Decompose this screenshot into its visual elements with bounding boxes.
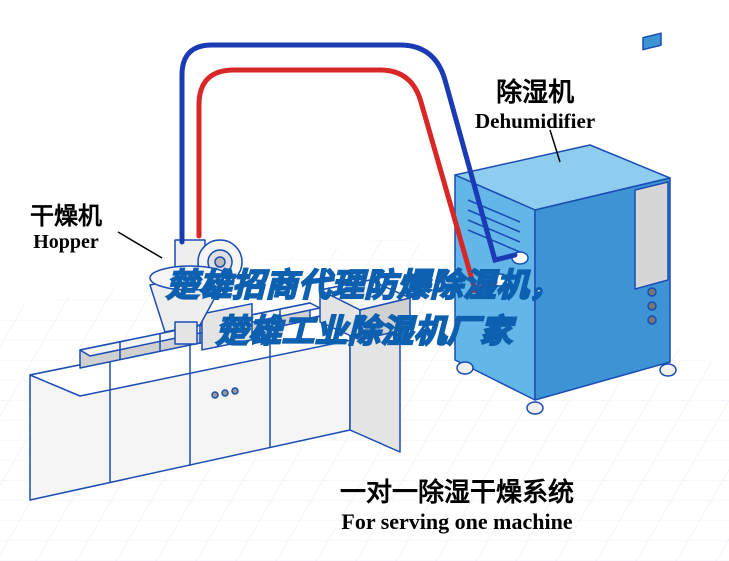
- overlay-line2: 楚雄工业除湿机厂家: [0, 306, 729, 352]
- label-dehumidifier: 除湿机 Dehumidifier: [475, 72, 595, 134]
- label-system-cn: 一对一除湿干燥系统: [340, 472, 574, 509]
- overlay-banner: 楚雄招商代理防爆除湿机， 楚雄工业除湿机厂家: [0, 260, 729, 352]
- label-hopper-en: Hopper: [30, 231, 102, 254]
- label-system-en: For serving one machine: [340, 509, 574, 535]
- leader-hopper: [118, 232, 162, 258]
- label-system: 一对一除湿干燥系统 For serving one machine: [340, 472, 574, 535]
- label-dehumidifier-en: Dehumidifier: [475, 109, 595, 134]
- label-dehumidifier-cn: 除湿机: [475, 72, 595, 109]
- label-hopper: 干燥机 Hopper: [30, 196, 102, 254]
- overlay-line1: 楚雄招商代理防爆除湿机，: [0, 260, 729, 306]
- label-hopper-cn: 干燥机: [30, 196, 102, 231]
